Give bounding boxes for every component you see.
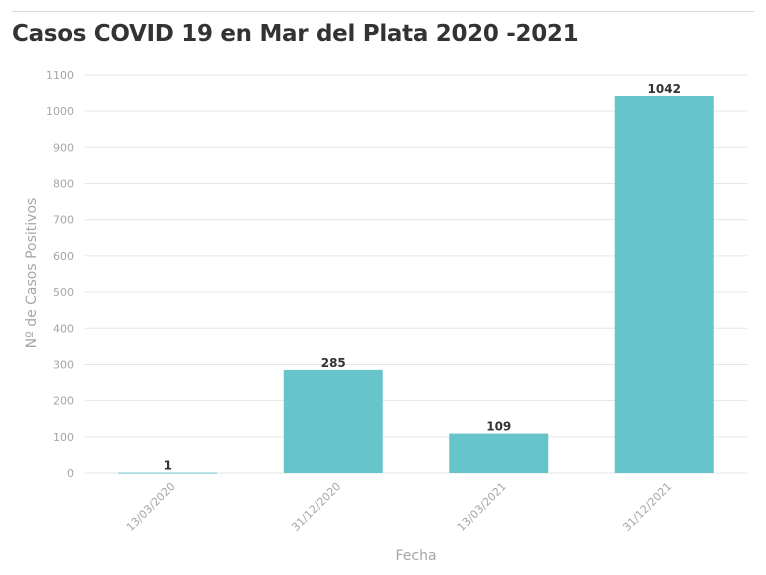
data-labels: 1 285 109 1042 [164, 82, 681, 473]
chart-title: Casos COVID 19 en Mar del Plata 2020 -20… [12, 21, 579, 47]
bar[interactable] [283, 369, 383, 473]
y-axis-label: Nº de Casos Positivos [24, 198, 40, 349]
bar[interactable] [614, 95, 714, 474]
bars [118, 95, 714, 474]
y-tick-label: 600 [53, 250, 74, 263]
y-tick-label: 500 [53, 286, 74, 299]
y-tick-label: 200 [53, 395, 74, 408]
y-tick-label: 1100 [46, 69, 74, 82]
bar[interactable] [449, 433, 549, 473]
bar-value-label: 1042 [648, 82, 681, 96]
y-tick-label: 100 [53, 431, 74, 444]
top-divider [12, 11, 754, 12]
y-tick-label: 800 [53, 178, 74, 191]
y-axis-ticks: 0 100 200 300 400 500 600 700 800 900 1000 1100 [46, 69, 74, 480]
x-tick-label: 31/12/2020 [289, 480, 343, 534]
y-tick-label: 1000 [46, 105, 74, 118]
y-tick-label: 0 [67, 467, 74, 480]
x-axis-label: Fecha [395, 548, 436, 564]
x-tick-label: 13/03/2021 [455, 480, 509, 534]
x-axis-ticks: 13/03/2020 31/12/2020 13/03/2021 31/12/2021 [124, 480, 675, 534]
y-tick-label: 700 [53, 214, 74, 227]
bar-value-label: 1 [164, 459, 172, 473]
bar-value-label: 285 [321, 356, 346, 370]
bar[interactable] [118, 472, 218, 474]
y-tick-label: 300 [53, 358, 74, 371]
y-tick-label: 900 [53, 141, 74, 154]
x-tick-label: 13/03/2020 [124, 480, 178, 534]
y-tick-label: 400 [53, 322, 74, 335]
bar-value-label: 109 [486, 420, 511, 434]
x-tick-label: 31/12/2021 [620, 480, 674, 534]
